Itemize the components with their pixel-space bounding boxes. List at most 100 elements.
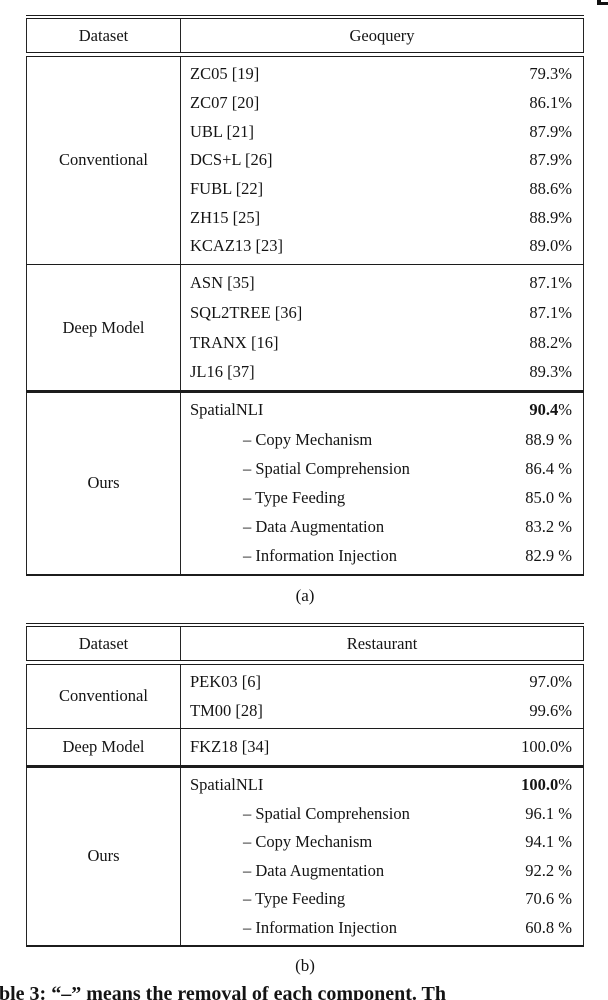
section-label: Deep Model (27, 265, 181, 391)
section-rows: SpatialNLI 90.4% – Copy Mechanism 88.9 % –… (181, 393, 583, 574)
ablation-name: – Data Augmentation (243, 517, 385, 537)
section-rows: FKZ18 [34] 100.0% (181, 729, 583, 765)
ablation-name: – Copy Mechanism (243, 832, 373, 852)
model-name: FUBL [22] (190, 178, 264, 198)
accuracy-value: 88.9% (529, 207, 572, 227)
accuracy-value: 87.1% (529, 273, 572, 293)
page-edge-text-fragment (600, 2, 608, 5)
section-rows: SpatialNLI 100.0% – Spatial Comprehension… (181, 768, 583, 945)
table-top-rule (26, 623, 584, 628)
ablation-name: – Spatial Comprehension (243, 458, 410, 478)
accuracy-value: 86.4 % (525, 458, 572, 478)
accuracy-value: 89.3% (529, 362, 572, 382)
ablation-name: – Type Feeding (243, 889, 346, 909)
accuracy-value: 100.0% (521, 775, 572, 795)
accuracy-value: 87.9% (529, 150, 572, 170)
column-header-geoquery: Geoquery (349, 25, 415, 45)
model-name: ASN [35] (190, 273, 255, 293)
section-conventional: Conventional PEK03 [6] 97.0% TM00 [28] 99.… (26, 664, 584, 728)
accuracy-value: 70.6 % (525, 889, 572, 909)
table-row: SpatialNLI 100.0% (190, 775, 572, 795)
table-row: TM00 [28] 99.6% (190, 701, 572, 721)
section-conventional: Conventional ZC05 [19] 79.3% ZC07 [20] 86.… (26, 56, 584, 264)
section-divider-rule (26, 765, 584, 768)
section-label: Ours (27, 392, 181, 574)
table-row: ZC07 [20] 86.1% (190, 93, 572, 113)
table-row-ablation: – Copy Mechanism 94.1 % (190, 832, 572, 852)
model-name: ZH15 [25] (190, 207, 261, 227)
model-name: ZC07 [20] (190, 92, 260, 112)
accuracy-value: 94.1 % (525, 832, 572, 852)
section-label: Conventional (27, 56, 181, 264)
table-bottom-rule (26, 944, 584, 948)
accuracy-value: 97.0% (529, 672, 572, 692)
accuracy-value: 89.0% (529, 236, 572, 256)
section-rows: ASN [35] 87.1% SQL2TREE [36] 87.1% TRANX [… (181, 265, 583, 390)
model-name: KCAZ13 [23] (190, 236, 284, 256)
ablation-name: – Spatial Comprehension (243, 803, 410, 823)
ablation-name: – Data Augmentation (243, 860, 385, 880)
table-row: DCS+L [26] 87.9% (190, 150, 572, 170)
table-row: FKZ18 [34] 100.0% (190, 737, 572, 757)
table-row: PEK03 [6] 97.0% (190, 672, 572, 692)
column-header-dataset: Dataset (27, 627, 181, 661)
model-name: TM00 [28] (190, 700, 263, 720)
model-name: SQL2TREE [36] (190, 302, 303, 322)
accuracy-value: 79.3% (529, 64, 572, 84)
section-rows: ZC05 [19] 79.3% ZC07 [20] 86.1% UBL [21] 87… (181, 57, 583, 264)
ablation-name: – Copy Mechanism (243, 429, 373, 449)
table-row: SpatialNLI 90.4% (190, 400, 572, 420)
accuracy-value: 87.9% (529, 121, 572, 141)
model-name: PEK03 [6] (190, 672, 262, 692)
accuracy-value: 90.4% (529, 400, 572, 420)
model-name: ZC05 [19] (190, 64, 260, 84)
table-header-row: Dataset Restaurant (26, 627, 584, 661)
table-row-ablation: – Type Feeding 70.6 % (190, 889, 572, 909)
section-deep-model: Deep Model FKZ18 [34] 100.0% (26, 729, 584, 766)
table-row-ablation: – Information Injection 82.9 % (190, 546, 572, 566)
table-row-ablation: – Copy Mechanism 88.9 % (190, 430, 572, 450)
section-divider-rule (26, 390, 584, 393)
table-row: UBL [21] 87.9% (190, 122, 572, 142)
page-edge-text-fragment (597, 0, 601, 5)
section-ours: Ours SpatialNLI 100.0% – Spatial Comprehe… (26, 767, 584, 945)
model-name: SpatialNLI (190, 400, 264, 420)
table-row-ablation: – Data Augmentation 92.2 % (190, 861, 572, 881)
table-row: SQL2TREE [36] 87.1% (190, 303, 572, 323)
header-bottom-rule (26, 52, 584, 57)
table-row: FUBL [22] 88.6% (190, 179, 572, 199)
table-restaurant: Dataset Restaurant Conventional PEK03 [6… (26, 623, 584, 948)
ablation-name: – Information Injection (243, 546, 397, 566)
table-row: ZC05 [19] 79.3% (190, 64, 572, 84)
table-row-ablation: – Spatial Comprehension 86.4 % (190, 459, 572, 479)
table-bottom-rule (26, 573, 584, 577)
model-name: UBL [21] (190, 121, 255, 141)
accuracy-value: 86.1% (529, 92, 572, 112)
accuracy-value: 99.6% (529, 700, 572, 720)
accuracy-value: 87.1% (529, 302, 572, 322)
ablation-name: – Information Injection (243, 917, 397, 937)
accuracy-value: 85.0 % (525, 487, 572, 507)
table-row: ASN [35] 87.1% (190, 273, 572, 293)
accuracy-value: 88.2% (529, 332, 572, 352)
accuracy-value: 92.2 % (525, 860, 572, 880)
model-name: SpatialNLI (190, 775, 264, 795)
table-row-ablation: – Spatial Comprehension 96.1 % (190, 804, 572, 824)
subtable-caption-a: (a) (295, 586, 315, 605)
accuracy-value: 88.9 % (525, 429, 572, 449)
table-header-row: Dataset Geoquery (26, 19, 584, 53)
table-row: JL16 [37] 89.3% (190, 362, 572, 382)
column-header-dataset: Dataset (27, 19, 181, 53)
section-rows: PEK03 [6] 97.0% TM00 [28] 99.6% (181, 665, 583, 728)
section-divider-rule (26, 727, 584, 730)
section-divider-rule (26, 263, 584, 266)
accuracy-value: 82.9 % (525, 546, 572, 566)
section-ours: Ours SpatialNLI 90.4% – Copy Mechanism 88.… (26, 392, 584, 574)
table-row: ZH15 [25] 88.9% (190, 208, 572, 228)
section-deep-model: Deep Model ASN [35] 87.1% SQL2TREE [36] 87… (26, 265, 584, 391)
model-name: TRANX [16] (190, 332, 279, 352)
table-top-rule (26, 15, 584, 20)
column-header-restaurant: Restaurant (346, 633, 418, 653)
table-geoquery: Dataset Geoquery Conventional ZC05 [19] 7… (26, 15, 584, 577)
accuracy-value: 83.2 % (525, 517, 572, 537)
